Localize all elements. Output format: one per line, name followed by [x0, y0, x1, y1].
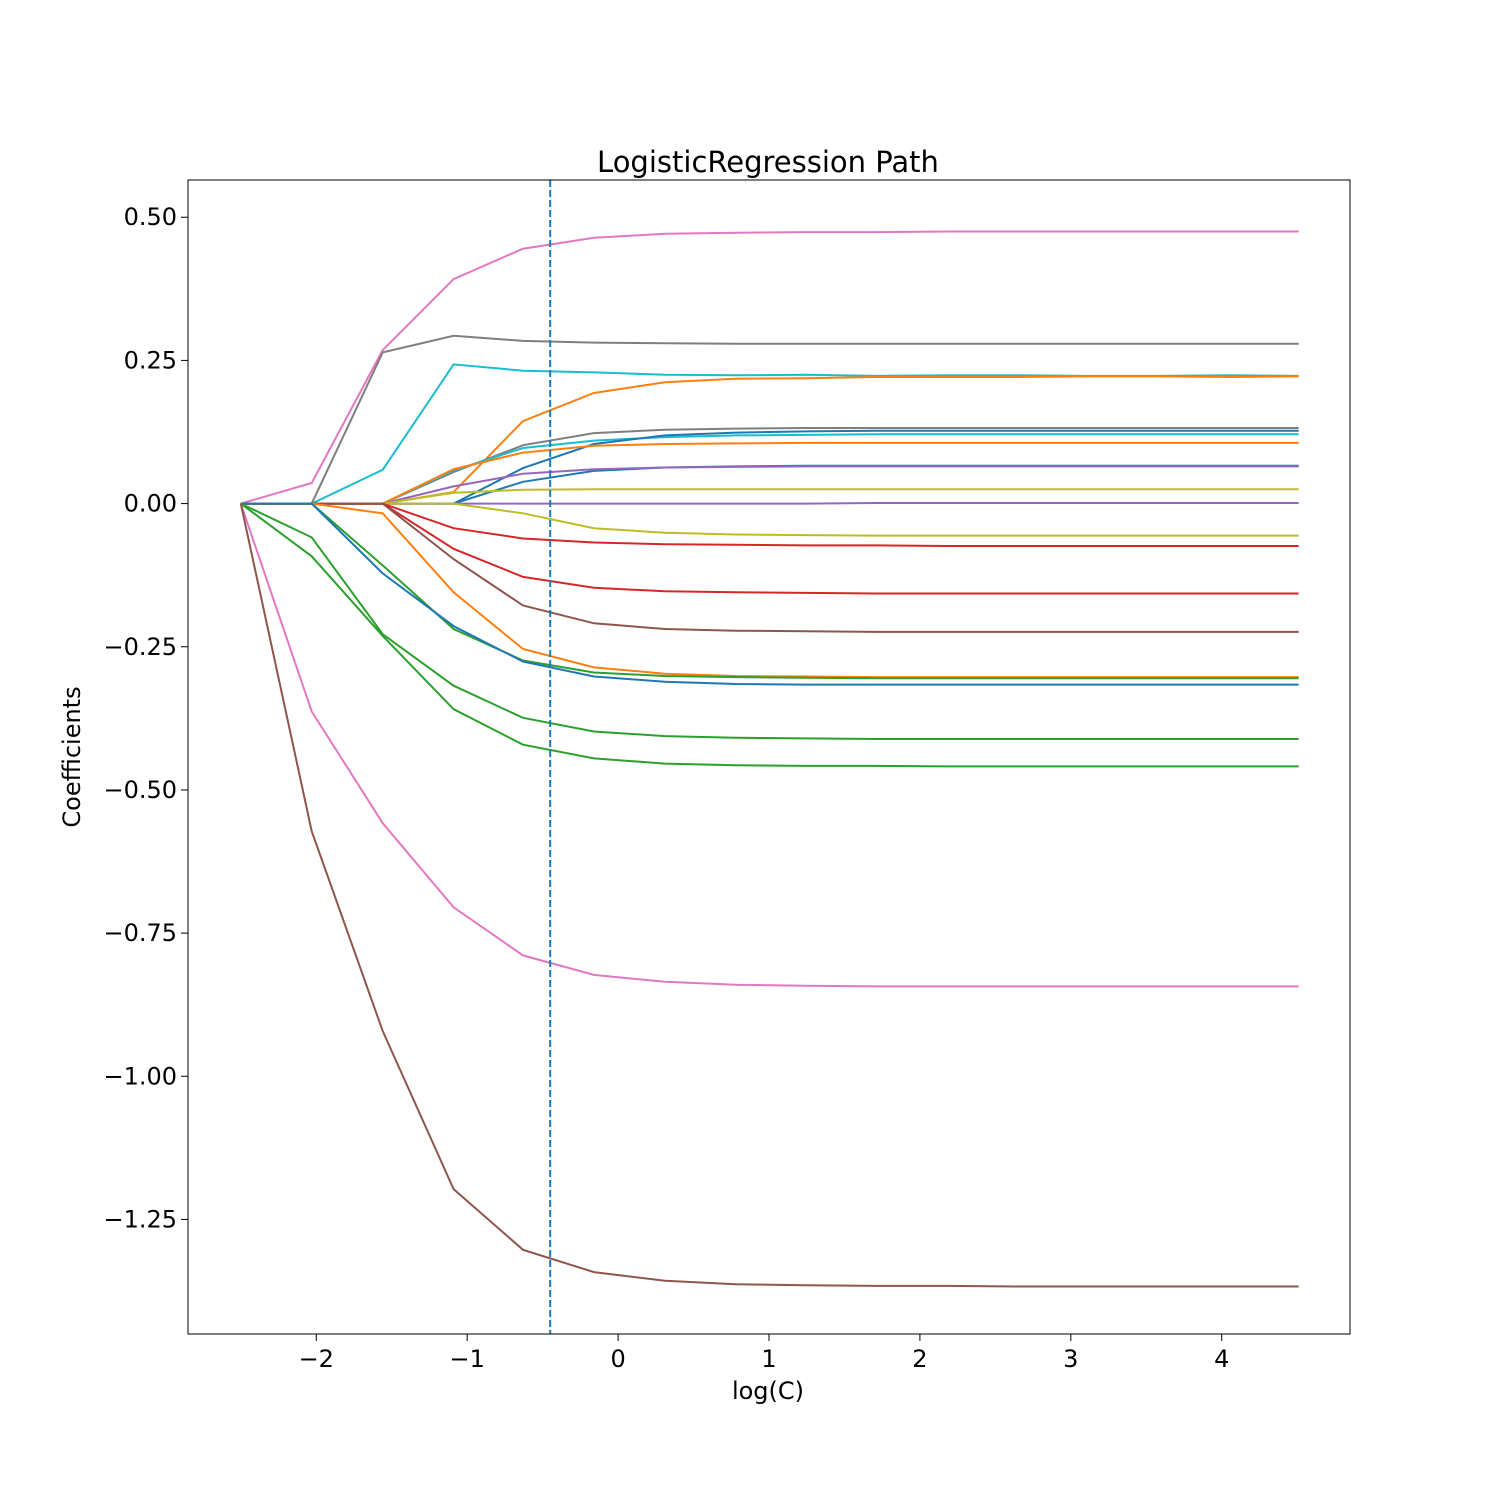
coefficient-line-10	[240, 465, 1299, 505]
coefficient-line-22	[239, 503, 1299, 988]
coefficient-line-15	[240, 502, 1299, 595]
x-tick-label: −2	[299, 1345, 334, 1373]
coefficient-line-16	[240, 502, 1299, 633]
x-axis-title: log(C)	[732, 1377, 804, 1405]
y-tick-label: 0.50	[124, 203, 177, 231]
coefficient-line-2	[240, 334, 1299, 505]
y-tick-label: −0.75	[103, 919, 177, 947]
coefficient-line-20	[240, 502, 1299, 740]
coefficient-line-18	[240, 502, 1299, 680]
x-tick-label: 3	[1063, 1345, 1078, 1373]
y-tick-label: −0.25	[103, 633, 177, 661]
y-tick-label: 0.00	[124, 490, 177, 518]
x-tick-label: −1	[449, 1345, 484, 1373]
y-tick-label: 0.25	[124, 346, 177, 374]
y-tick-label: −1.00	[103, 1062, 177, 1090]
chart-title: LogisticRegression Path	[597, 145, 939, 179]
coefficient-line-21	[240, 502, 1299, 768]
y-axis-title: Coefficients	[58, 686, 86, 827]
coefficient-line-17	[240, 502, 1299, 679]
x-axis-ticks: −2 −1 0 1 2 3 4	[299, 1334, 1229, 1373]
y-tick-label: −0.50	[103, 776, 177, 804]
x-tick-label: 0	[610, 1345, 625, 1373]
coefficient-line-1	[240, 230, 1299, 505]
x-tick-label: 4	[1214, 1345, 1229, 1373]
series-layer	[239, 230, 1299, 1288]
coefficient-line-19	[240, 502, 1299, 686]
coefficient-line-23	[239, 503, 1299, 1288]
coefficient-line-8	[240, 441, 1299, 505]
coefficient-line-9	[240, 464, 1299, 505]
x-tick-label: 1	[761, 1345, 776, 1373]
x-tick-label: 2	[912, 1345, 927, 1373]
y-tick-label: −1.25	[103, 1205, 177, 1233]
coefficient-line-14	[240, 502, 1299, 547]
coefficient-line-13	[240, 502, 1299, 537]
coefficient-line-11	[240, 488, 1299, 505]
y-axis-ticks: 0.50 0.25 0.00 −0.25 −0.50 −0.75 −1.00 −1.25	[103, 203, 188, 1233]
plot-frame	[187, 179, 1351, 1335]
coefficient-line-4	[240, 375, 1299, 505]
